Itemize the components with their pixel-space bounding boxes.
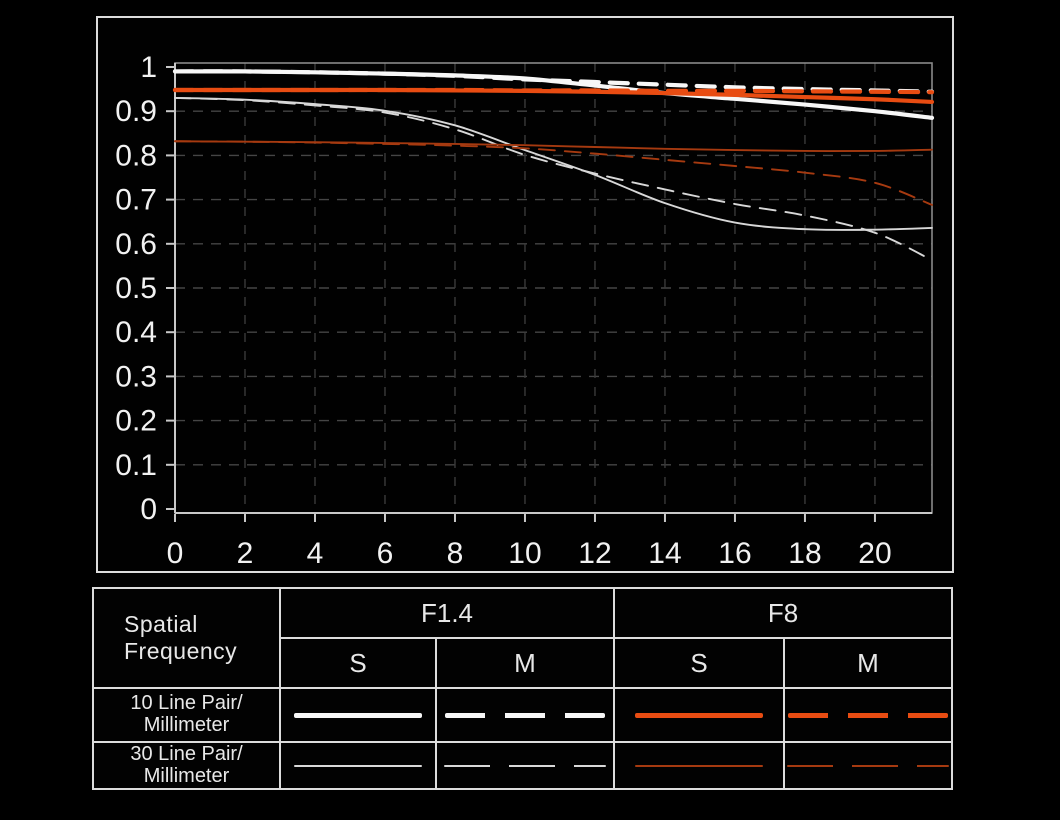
legend-cell xyxy=(437,689,613,741)
row-label-10lp-line1: 10 Line Pair/ xyxy=(130,692,243,715)
curve-f8-m-10 xyxy=(172,87,935,95)
mtf-plot: 00.10.20.30.40.50.60.70.80.910 2 4 6 8 10 12 14… xyxy=(115,51,935,570)
legend-line-f8-s-10lp xyxy=(635,712,763,718)
legend-line-f1-4-s-10lp xyxy=(294,712,422,718)
svg-text:8: 8 xyxy=(447,537,464,570)
subheader-f1-4-m: M xyxy=(437,639,613,687)
svg-text:14: 14 xyxy=(648,537,681,570)
svg-text:0: 0 xyxy=(140,493,157,526)
curves-layer xyxy=(172,69,935,262)
svg-text:0.2: 0.2 xyxy=(115,405,157,438)
svg-text:0.8: 0.8 xyxy=(115,139,157,172)
svg-text:0.4: 0.4 xyxy=(115,316,157,349)
axes-layer xyxy=(166,62,933,522)
svg-text:0.3: 0.3 xyxy=(115,360,157,393)
row-label-10lp-line2: Millimeter xyxy=(143,714,230,736)
row-label-10lp: 10 Line Pair/ Millimeter xyxy=(94,689,279,741)
legend-line-f8-m-10lp xyxy=(788,712,948,718)
legend-cell xyxy=(785,689,951,741)
curve-f8-m-30 xyxy=(174,140,933,206)
curve-f1.4-m-10 xyxy=(172,69,935,94)
svg-text:1: 1 xyxy=(140,51,157,84)
mtf-plot-panel: 0 0.1 0.2 0.3 0.4 0.5 0.6 0.7 0.8 0.9 1 0 2 4 6 8 10 12 14… xyxy=(96,16,954,573)
svg-text:16: 16 xyxy=(718,537,751,570)
svg-text:20: 20 xyxy=(858,537,891,570)
legend-line-f1-4-m-30lp xyxy=(444,764,606,767)
legend-line-f8-s-30lp xyxy=(635,764,763,767)
row-label-30lp: 30 Line Pair/ Millimeter xyxy=(94,743,279,788)
svg-text:12: 12 xyxy=(578,537,611,570)
aperture-header-f1-4: F1.4 xyxy=(281,589,613,637)
spatial-frequency-line2: Frequency xyxy=(124,638,238,664)
subheader-f8-m: M xyxy=(785,639,951,687)
svg-text:0.7: 0.7 xyxy=(115,184,157,217)
svg-text:0: 0 xyxy=(167,537,184,570)
svg-text:0.5: 0.5 xyxy=(115,272,157,305)
spatial-frequency-header: Spatial Frequency xyxy=(94,589,279,687)
legend-cell xyxy=(615,689,783,741)
legend-line-f1-4-m-10lp xyxy=(445,712,605,718)
row-label-30lp-line1: 30 Line Pair/ xyxy=(130,742,243,765)
svg-text:2: 2 xyxy=(237,537,254,570)
svg-text:10: 10 xyxy=(508,537,541,570)
spatial-frequency-line1: Spatial xyxy=(124,610,198,637)
curve-f1.4-s-30 xyxy=(174,96,933,231)
legend-table: Spatial Frequency F1.4 F8 S M S M 10 Lin… xyxy=(92,587,953,790)
legend-cell xyxy=(785,743,951,788)
curve-f1.4-m-30 xyxy=(174,96,933,262)
legend-cell xyxy=(615,743,783,788)
svg-text:0.1: 0.1 xyxy=(115,449,157,482)
legend-cell xyxy=(437,743,613,788)
svg-text:4: 4 xyxy=(307,537,324,570)
svg-text:0.9: 0.9 xyxy=(115,95,157,128)
subheader-f8-s: S xyxy=(615,639,783,687)
legend-line-f1-4-s-30lp xyxy=(294,764,422,767)
legend-cell xyxy=(281,743,435,788)
svg-text:18: 18 xyxy=(788,537,821,570)
legend-line-f8-m-30lp xyxy=(787,764,949,767)
aperture-header-f8: F8 xyxy=(615,589,951,637)
subheader-f1-4-s: S xyxy=(281,639,435,687)
svg-text:6: 6 xyxy=(377,537,394,570)
grid-layer xyxy=(175,63,932,513)
tick-labels-layer: 00.10.20.30.40.50.60.70.80.910 2 4 6 8 10 12 14… xyxy=(115,51,891,570)
svg-text:0.6: 0.6 xyxy=(115,228,157,261)
legend-cell xyxy=(281,689,435,741)
row-label-30lp-line2: Millimeter xyxy=(143,764,230,787)
